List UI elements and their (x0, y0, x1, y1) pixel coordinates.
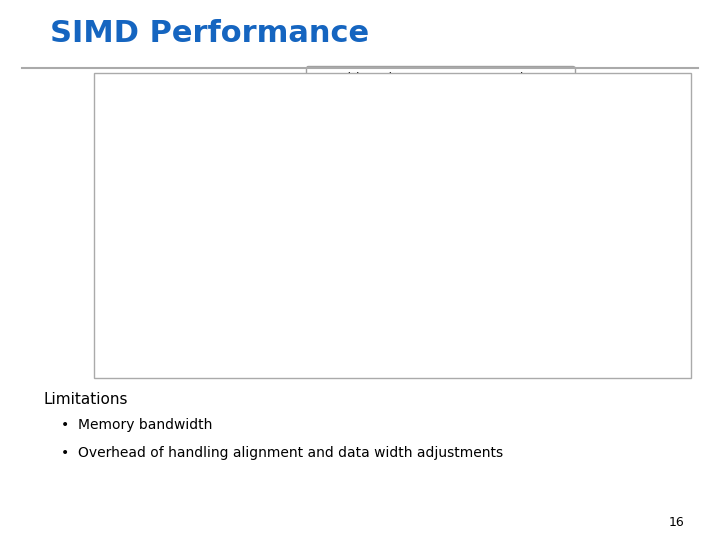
Y-axis label: Speedup over Base
Architecture for Berkeley
Media Benchmarks: Speedup over Base Architecture for Berke… (139, 171, 172, 310)
Text: SIMD Performance: SIMD Performance (50, 19, 369, 48)
Bar (502, 151, 532, 343)
Bar (627, 302, 657, 343)
Bar (532, 222, 562, 343)
Bar (343, 307, 373, 343)
Bar (597, 279, 627, 343)
Bar (312, 279, 343, 343)
Bar (248, 266, 278, 343)
Text: •  Overhead of handling alignment and data width adjustments: • Overhead of handling alignment and dat… (61, 446, 503, 460)
Legend: Arithmetic Mean, Geometic Mean: Arithmetic Mean, Geometic Mean (305, 66, 575, 91)
Text: Limitations: Limitations (43, 392, 127, 407)
Text: 16: 16 (668, 516, 684, 529)
Bar (438, 266, 468, 343)
Bar (217, 227, 248, 343)
Bar (407, 214, 438, 343)
Text: •  Memory bandwidth: • Memory bandwidth (61, 418, 212, 433)
